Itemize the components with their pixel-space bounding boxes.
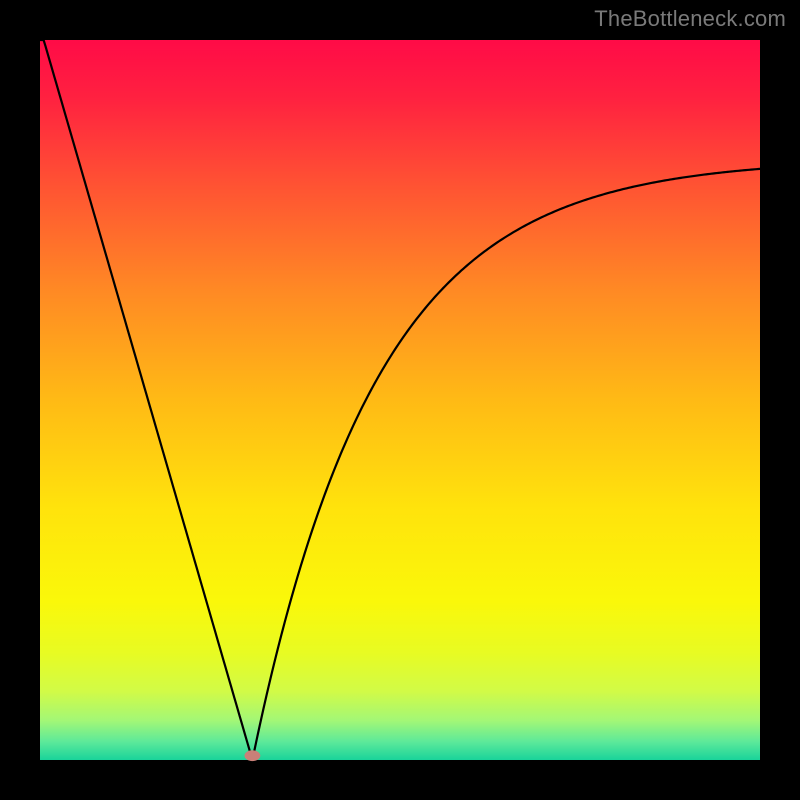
chart-frame: TheBottleneck.com bbox=[0, 0, 800, 800]
minimum-marker bbox=[244, 750, 260, 761]
watermark-text: TheBottleneck.com bbox=[594, 6, 786, 32]
bottleneck-curve-chart bbox=[0, 0, 800, 800]
